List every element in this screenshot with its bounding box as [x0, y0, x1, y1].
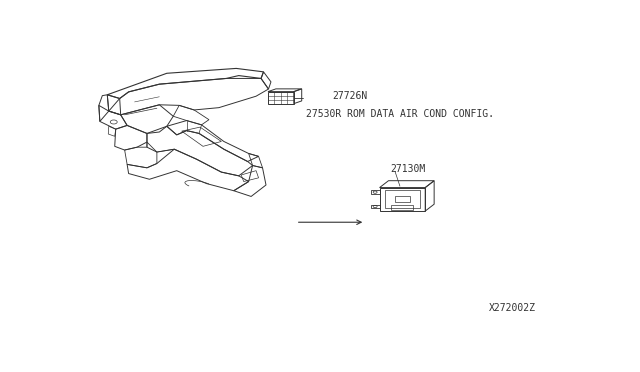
Text: 27726N: 27726N — [332, 91, 367, 101]
Text: X272002Z: X272002Z — [489, 303, 536, 313]
Text: 27130M: 27130M — [390, 164, 425, 174]
Text: 27530R ROM DATA AIR COND CONFIG.: 27530R ROM DATA AIR COND CONFIG. — [306, 109, 493, 119]
